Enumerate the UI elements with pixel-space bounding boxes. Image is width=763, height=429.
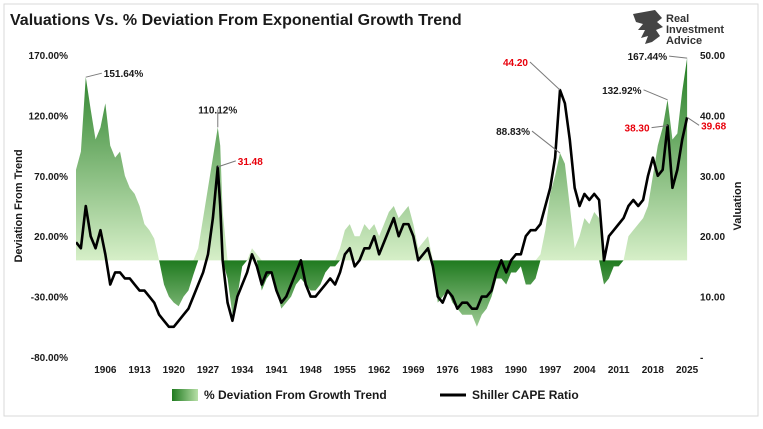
x-tick-label: 1962 <box>368 365 391 376</box>
x-axis-ticks: 1906 1913 1920 1927 1934 1941 1948 1955 1962 1969… <box>94 365 698 376</box>
plot-area <box>76 58 689 329</box>
annotation-label: 88.83% <box>496 127 530 138</box>
deviation-area-negative <box>76 260 688 327</box>
chart-frame <box>3 3 759 417</box>
x-tick-label: 2018 <box>642 365 665 376</box>
x-tick-label: 1983 <box>471 365 494 376</box>
x-tick-label: 1990 <box>505 365 528 376</box>
x-tick-label: 1927 <box>197 365 220 376</box>
annotations: 151.64% 110.12% 88.83% 132.92% 167.44% 31.48 4… <box>85 52 727 168</box>
annotation-leader <box>531 130 561 154</box>
annotation-label: 151.64% <box>104 69 144 80</box>
x-tick-label: 1906 <box>94 365 117 376</box>
right-tick-label: 30.00 <box>700 172 725 183</box>
brand-line-2: Investment <box>666 24 724 36</box>
x-tick-label: 1948 <box>300 365 323 376</box>
x-tick-label: 2011 <box>608 365 630 376</box>
x-tick-label: 1920 <box>163 365 186 376</box>
annotation-label: 132.92% <box>602 86 642 97</box>
x-tick-label: 1969 <box>402 365 425 376</box>
left-tick-label: -30.00% <box>31 293 68 304</box>
brand-line-3: Advice <box>666 35 702 47</box>
annotation-leader <box>686 116 700 126</box>
annotation-leader <box>529 61 561 91</box>
right-tick-label: 10.00 <box>700 293 725 304</box>
x-tick-label: 1941 <box>265 365 288 376</box>
eagle-icon <box>633 10 663 44</box>
annotation-leader <box>651 125 668 129</box>
annotation-label: 39.68 <box>701 121 726 132</box>
deviation-area <box>76 58 688 327</box>
left-axis-ticks: 170.00% 120.00% 70.00% 20.00% -30.00% -80.00% <box>29 51 69 364</box>
right-tick-label: - <box>700 353 703 364</box>
annotation-label: 44.20 <box>503 58 528 69</box>
left-axis-label: Deviation From Trend <box>13 149 25 262</box>
annotation-label: 167.44% <box>628 52 668 63</box>
legend-label-cape: Shiller CAPE Ratio <box>472 388 579 402</box>
annotation-leader <box>217 160 236 168</box>
x-tick-label: 2025 <box>676 365 699 376</box>
x-tick-label: 1934 <box>231 365 254 376</box>
left-tick-label: 20.00% <box>34 232 68 243</box>
legend-label-deviation: % Deviation From Growth Trend <box>204 388 387 402</box>
annotation-label: 38.30 <box>625 124 650 135</box>
left-tick-label: -80.00% <box>31 353 68 364</box>
x-tick-label: 1997 <box>539 365 562 376</box>
annotation-leader <box>643 89 668 101</box>
x-tick-label: 2004 <box>573 365 596 376</box>
annotation-label: 110.12% <box>198 105 237 116</box>
right-axis-label: Valuation <box>732 181 744 230</box>
left-tick-label: 120.00% <box>29 111 69 122</box>
brand-logo: Real Investment Advice <box>633 10 724 47</box>
legend: % Deviation From Growth Trend Shiller CA… <box>172 388 579 402</box>
right-tick-label: 50.00 <box>700 51 725 62</box>
x-tick-label: 1955 <box>334 365 357 376</box>
legend-swatch-deviation <box>172 389 198 401</box>
annotation-leader <box>85 72 102 78</box>
annotation-leader <box>669 55 688 59</box>
right-axis-ticks: 50.00 40.00 30.00 20.00 10.00 - <box>700 51 725 364</box>
left-tick-label: 170.00% <box>29 51 69 62</box>
chart-title: Valuations Vs. % Deviation From Exponent… <box>10 12 462 29</box>
left-tick-label: 70.00% <box>34 172 68 183</box>
cape-ratio-line <box>76 88 689 329</box>
annotation-label: 31.48 <box>238 157 263 168</box>
right-tick-label: 40.00 <box>700 111 725 122</box>
brand-line-1: Real <box>666 13 689 25</box>
right-tick-label: 20.00 <box>700 232 725 243</box>
x-tick-label: 1976 <box>436 365 459 376</box>
x-tick-label: 1913 <box>128 365 151 376</box>
deviation-area-positive <box>76 58 688 261</box>
